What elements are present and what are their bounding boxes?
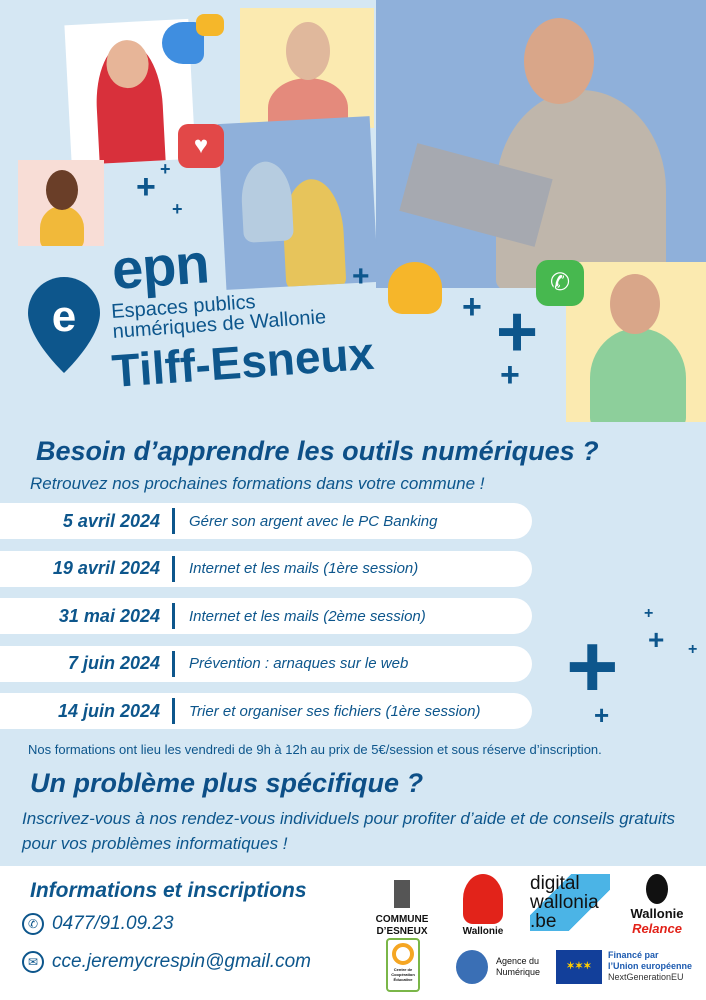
location-pin-e-icon: e <box>28 277 100 373</box>
session-date: 5 avril 2024 <box>62 510 160 531</box>
session-date: 31 mai 2024 <box>58 605 160 626</box>
session-date: 14 juin 2024 <box>57 700 160 721</box>
session-row: 14 juin 2024 Trier et organiser ses fichi… <box>0 693 532 729</box>
session-row: 31 mai 2024 Internet et les mails (2ème s… <box>0 598 532 634</box>
email-address: cce.jeremycrespin@gmail.com <box>52 951 311 972</box>
cce-logo: Centre de Coopération Éducative <box>386 938 420 992</box>
phone-bubble-icon: ✆ <box>536 260 584 306</box>
wallonie-relance-logo: Wallonie Relance <box>622 874 692 936</box>
plus-decoration-icon: + <box>496 292 539 372</box>
plus-decoration-icon: + <box>352 260 370 293</box>
plus-decoration-icon: + <box>462 288 482 326</box>
session-row: 5 avril 2024 Gérer son argent avec le PC … <box>0 503 532 539</box>
schedule-note: Nos formations ont lieu les vendredi de … <box>28 742 602 757</box>
photo-woman-yellow <box>18 160 104 246</box>
heart-icon: ♥ <box>178 124 224 168</box>
wallonie-logo: Wallonie <box>458 874 508 938</box>
photo-older-man <box>240 8 374 128</box>
divider <box>172 555 175 582</box>
commune-esneux-logo: COMMUNE D’ESNEUX <box>352 880 452 938</box>
chat-bubble-icon <box>196 14 224 36</box>
bell-icon <box>388 262 442 314</box>
divider <box>172 650 175 677</box>
epn-brand: epn <box>109 231 211 301</box>
phone-icon: ✆ <box>22 913 44 935</box>
secondary-heading: Un problème plus spécifique ? <box>30 768 424 798</box>
agence-numerique-logo: Agence du Numérique <box>456 950 552 984</box>
lead-text: Retrouvez nos prochaines formations dans… <box>30 474 485 493</box>
session-date: 7 juin 2024 <box>67 653 160 673</box>
plus-decoration-icon: + <box>172 199 183 219</box>
main-heading: Besoin d’apprendre les outils numériques… <box>36 436 599 466</box>
info-title: Informations et inscriptions <box>30 879 307 902</box>
phone-contact[interactable]: ✆ 0477/91.09.23 <box>22 912 174 936</box>
divider <box>172 698 175 724</box>
plus-decoration-icon: + <box>566 617 619 717</box>
plus-decoration-icon: + <box>136 168 156 206</box>
plus-decoration-icon: + <box>594 700 610 730</box>
plus-decoration-icon: + <box>688 641 698 658</box>
session-row: 19 avril 2024 Internet et les mails (1ère… <box>0 550 532 587</box>
session-topic: Trier et organiser ses fichiers (1ère se… <box>189 702 481 720</box>
photo-young-man <box>566 262 706 422</box>
divider <box>172 508 175 534</box>
phone-number: 0477/91.09.23 <box>52 913 174 934</box>
session-topic: Internet et les mails (1ère session) <box>189 560 419 577</box>
session-date: 19 avril 2024 <box>52 558 160 578</box>
plus-decoration-icon: + <box>160 159 171 179</box>
plus-decoration-icon: + <box>500 356 520 394</box>
plus-decoration-icon: + <box>644 605 654 622</box>
photo-man-laptop <box>376 0 706 288</box>
email-contact[interactable]: ✉ cce.jeremycrespin@gmail.com <box>22 950 311 974</box>
svg-text:e: e <box>52 292 76 341</box>
divider <box>172 603 175 629</box>
plus-decoration-icon: + <box>648 624 665 655</box>
session-topic: Gérer son argent avec le PC Banking <box>189 512 438 530</box>
mail-icon: ✉ <box>22 951 44 973</box>
individual-help-text: Inscrivez-vous à nos rendez-vous individ… <box>22 809 675 853</box>
session-row: 7 juin 2024 Prévention : arnaques sur le … <box>0 645 532 682</box>
session-topic: Prévention : arnaques sur le web <box>189 655 409 672</box>
eu-funding-logo: ✶✶✶ Financé par l’Union européenne NextGene… <box>556 950 706 984</box>
session-topic: Internet et les mails (2ème session) <box>189 607 426 625</box>
digital-wallonia-logo: digital wallonia .be <box>530 874 610 931</box>
footer: Informations et inscriptions ✆ 0477/91.09… <box>0 866 706 1000</box>
